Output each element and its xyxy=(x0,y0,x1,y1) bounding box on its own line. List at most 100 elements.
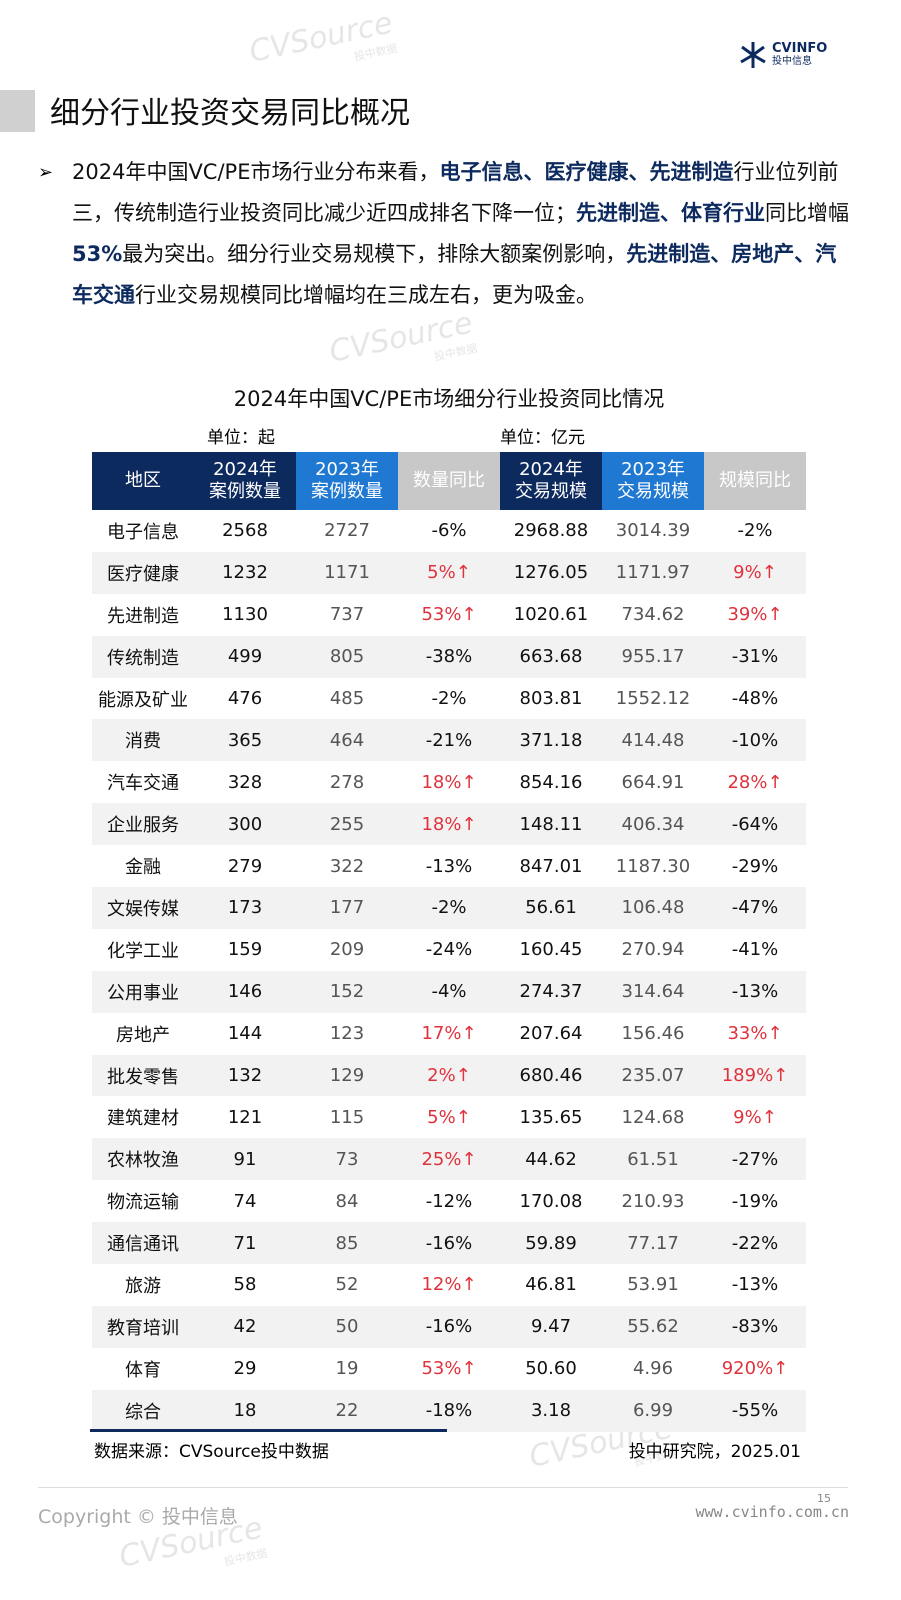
table-cell: -29% xyxy=(731,855,779,877)
table-cell: 59.89 xyxy=(500,1222,602,1265)
table-cell: 1552.12 xyxy=(615,688,691,709)
bullet-span: 行业交易规模同比增幅均在三成左右，更为吸金。 xyxy=(135,283,597,307)
table-cell: 847.01 xyxy=(519,855,583,877)
table-cell: 9%↑ xyxy=(733,1106,777,1128)
header-cell: 2023年 交易规模 xyxy=(602,452,704,510)
header-cell: 规模同比 xyxy=(704,452,806,510)
table-cell: 803.81 xyxy=(519,688,583,709)
table-cell: -22% xyxy=(704,1222,806,1265)
industry-cell: 能源及矿业 xyxy=(98,689,188,711)
header-cell: 数量同比 xyxy=(398,452,500,510)
date-note: 投中研究院，2025.01 xyxy=(628,1442,801,1462)
table-cell: 146 xyxy=(194,970,296,1013)
table-cell: 189%↑ xyxy=(704,1054,806,1097)
table-cell: 1171.97 xyxy=(602,551,704,594)
header-line: 2023年 xyxy=(315,459,379,480)
table-row: 旅游 58 52 12%↑ 46.81 53.91 -13% xyxy=(92,1264,806,1306)
page-title: 细分行业投资交易同比概况 xyxy=(50,96,410,131)
table-cell: -13% xyxy=(425,855,473,877)
table-cell: 159 xyxy=(227,939,263,961)
table-title: 2024年中国VC/PE市场细分行业投资同比情况 xyxy=(233,387,665,411)
bullet-span: 最为突出。细分行业交易规模下，排除大额案例影响， xyxy=(122,242,627,266)
table-cell: 25%↑ xyxy=(398,1138,500,1181)
unit-left: 单位：起 xyxy=(207,428,275,448)
table-cell: 734.62 xyxy=(621,604,685,626)
table-cell: 73 xyxy=(296,1138,398,1181)
logo-name: CVINFO xyxy=(772,41,828,56)
industry-cell: 农林牧渔 xyxy=(92,1138,194,1181)
table-cell: -24% xyxy=(425,939,473,961)
table-cell: 2727 xyxy=(324,520,370,542)
table-cell: 71 xyxy=(194,1222,296,1265)
industry-cell: 金融 xyxy=(125,857,161,879)
table-cell: 84 xyxy=(335,1190,359,1212)
table-cell: 955.17 xyxy=(602,635,704,678)
table-row: 建筑建材 121 115 5%↑ 135.65 124.68 9%↑ xyxy=(92,1096,806,1138)
table-cell: 278 xyxy=(329,771,365,793)
logo: CVINFO 投中信息 xyxy=(738,40,827,70)
table-cell: -18% xyxy=(398,1389,500,1432)
table-row: 农林牧渔 91 73 25%↑ 44.62 61.51 -27% xyxy=(92,1138,806,1181)
table-row: 公用事业 146 152 -4% 274.37 314.64 -13% xyxy=(92,970,806,1013)
table-cell: -10% xyxy=(704,719,806,762)
industry-cell: 电子信息 xyxy=(107,521,179,543)
table-cell: 1187.30 xyxy=(615,855,691,877)
table-cell: 170.08 xyxy=(519,1190,583,1212)
industry-cell: 旅游 xyxy=(125,1275,161,1297)
table-cell: 46.81 xyxy=(525,1274,577,1296)
table-row: 综合 18 22 -18% 3.18 6.99 -55% xyxy=(92,1389,806,1432)
table-cell: -13% xyxy=(731,1274,779,1296)
table-cell: 42 xyxy=(194,1305,296,1348)
table-cell: 663.68 xyxy=(500,635,602,678)
unit-right: 单位：亿元 xyxy=(500,428,585,448)
table-cell: 414.48 xyxy=(602,719,704,762)
table-cell: 91 xyxy=(194,1138,296,1181)
table-cell: -12% xyxy=(425,1190,473,1212)
header-line: 规模同比 xyxy=(719,470,791,491)
table-cell: 1020.61 xyxy=(513,604,589,626)
bullet-text: 2024年中国VC/PE市场行业分布来看，电子信息、医疗健康、先进制造行业位列前… xyxy=(72,152,850,316)
industry-cell: 文娱传媒 xyxy=(92,887,194,929)
table-cell: 5%↑ xyxy=(427,1106,471,1128)
table-cell: 6.99 xyxy=(602,1389,704,1432)
table-cell: -41% xyxy=(731,939,779,961)
table-cell: 74 xyxy=(233,1190,257,1212)
table-cell: 123 xyxy=(329,1023,365,1045)
table-cell: 52 xyxy=(335,1274,359,1296)
table-cell: 39%↑ xyxy=(727,604,783,626)
table-row: 房地产 144 123 17%↑ 207.64 156.46 33%↑ xyxy=(92,1013,806,1055)
table-cell: 235.07 xyxy=(602,1054,704,1097)
table-row: 物流运输 74 84 -12% 170.08 210.93 -19% xyxy=(92,1180,806,1222)
title-marker xyxy=(0,90,35,132)
table-underline xyxy=(90,1429,447,1432)
table-row: 电子信息 2568 2727 -6% 2968.88 3014.39 -2% xyxy=(92,510,806,552)
table-cell: 371.18 xyxy=(500,719,602,762)
industry-cell: 化学工业 xyxy=(107,940,179,962)
table-cell: 1171 xyxy=(296,551,398,594)
table-cell: -2% xyxy=(398,887,500,929)
table-cell: 664.91 xyxy=(621,771,685,793)
table-cell: 28%↑ xyxy=(727,771,783,793)
table-cell: -16% xyxy=(398,1305,500,1348)
table-row: 医疗健康 1232 1171 5%↑ 1276.05 1171.97 9%↑ xyxy=(92,551,806,594)
table-cell: 152 xyxy=(296,970,398,1013)
industry-cell: 体育 xyxy=(125,1359,161,1381)
table-cell: 2968.88 xyxy=(513,520,589,542)
table-cell: 328 xyxy=(227,771,263,793)
header-line: 交易规模 xyxy=(617,481,689,502)
table-cell: 314.64 xyxy=(602,970,704,1013)
industry-cell: 公用事业 xyxy=(92,970,194,1013)
bullet-span: 行业位列前三，传统制造行业投资同比减少近四成排名下降一位； xyxy=(72,160,839,225)
table-cell: 805 xyxy=(296,635,398,678)
table-row: 能源及矿业 476 485 -2% 803.81 1552.12 -48% xyxy=(92,678,806,720)
table-cell: 50 xyxy=(296,1305,398,1348)
table-cell: 270.94 xyxy=(621,939,685,961)
table-row: 教育培训 42 50 -16% 9.47 55.62 -83% xyxy=(92,1305,806,1348)
table-row: 通信通讯 71 85 -16% 59.89 77.17 -22% xyxy=(92,1222,806,1265)
table-cell: 485 xyxy=(329,688,365,709)
table-cell: 680.46 xyxy=(500,1054,602,1097)
table-row: 金融 279 322 -13% 847.01 1187.30 -29% xyxy=(92,845,806,887)
table-cell: 2568 xyxy=(222,520,268,542)
copyright: Copyright © 投中信息 xyxy=(38,1506,238,1528)
data-table: 地区 2024年 案例数量 2023年 案例数量 数量同比 2024年 交易规模 2023年 交易… xyxy=(92,452,806,1432)
